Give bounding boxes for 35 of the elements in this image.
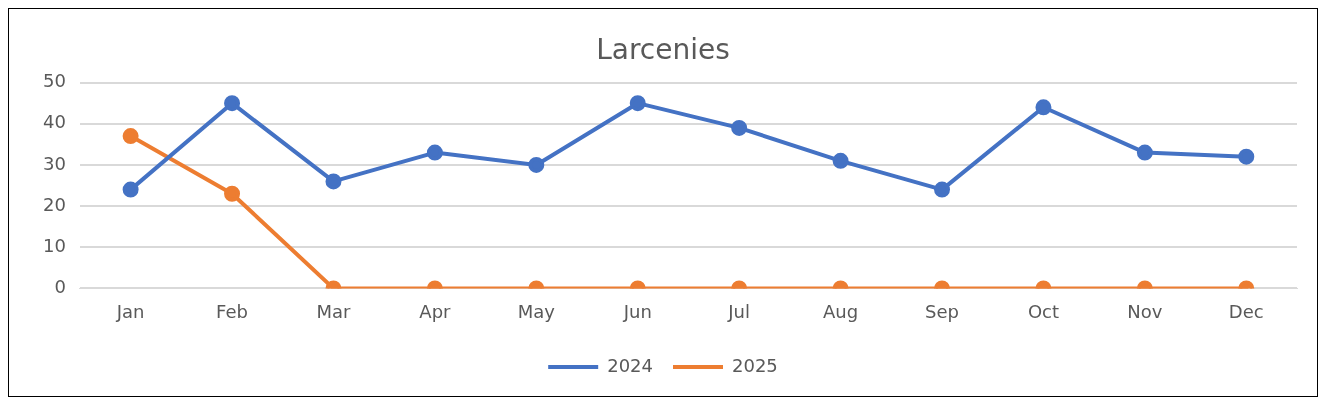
y-tick-label: 20 bbox=[43, 193, 66, 215]
x-tick-label: Apr bbox=[419, 300, 452, 322]
x-tick-label: Jun bbox=[622, 300, 652, 322]
point bbox=[426, 144, 443, 161]
x-tick-label: Jan bbox=[115, 300, 145, 322]
point bbox=[832, 152, 849, 169]
point bbox=[1238, 148, 1255, 165]
chart-title: Larcenies bbox=[596, 33, 730, 67]
x-tick-label: Nov bbox=[1127, 300, 1163, 322]
x-tick-label: Oct bbox=[1027, 300, 1059, 322]
point bbox=[1035, 99, 1052, 116]
legend-label: 2024 bbox=[607, 354, 653, 376]
point bbox=[122, 181, 139, 198]
point bbox=[629, 95, 646, 112]
y-tick-label: 40 bbox=[43, 111, 66, 133]
x-tick-label: Aug bbox=[823, 300, 859, 322]
x-tick-label: Dec bbox=[1228, 300, 1264, 322]
y-tick-label: 50 bbox=[43, 70, 66, 92]
x-tick-label: Jul bbox=[727, 300, 751, 322]
x-tick-label: Feb bbox=[216, 300, 248, 322]
point bbox=[224, 95, 241, 112]
point bbox=[1136, 144, 1153, 161]
point bbox=[934, 181, 951, 198]
point bbox=[122, 128, 139, 145]
legend-label: 2025 bbox=[732, 354, 778, 376]
y-tick-label: 10 bbox=[43, 234, 66, 256]
point bbox=[731, 119, 748, 136]
y-tick-label: 30 bbox=[43, 152, 66, 174]
y-tick-label: 0 bbox=[54, 276, 66, 298]
x-tick-label: Mar bbox=[316, 300, 352, 322]
x-tick-label: Sep bbox=[925, 300, 959, 322]
point bbox=[528, 156, 545, 173]
point bbox=[325, 173, 342, 190]
point bbox=[224, 185, 241, 202]
x-tick-label: May bbox=[517, 300, 556, 322]
